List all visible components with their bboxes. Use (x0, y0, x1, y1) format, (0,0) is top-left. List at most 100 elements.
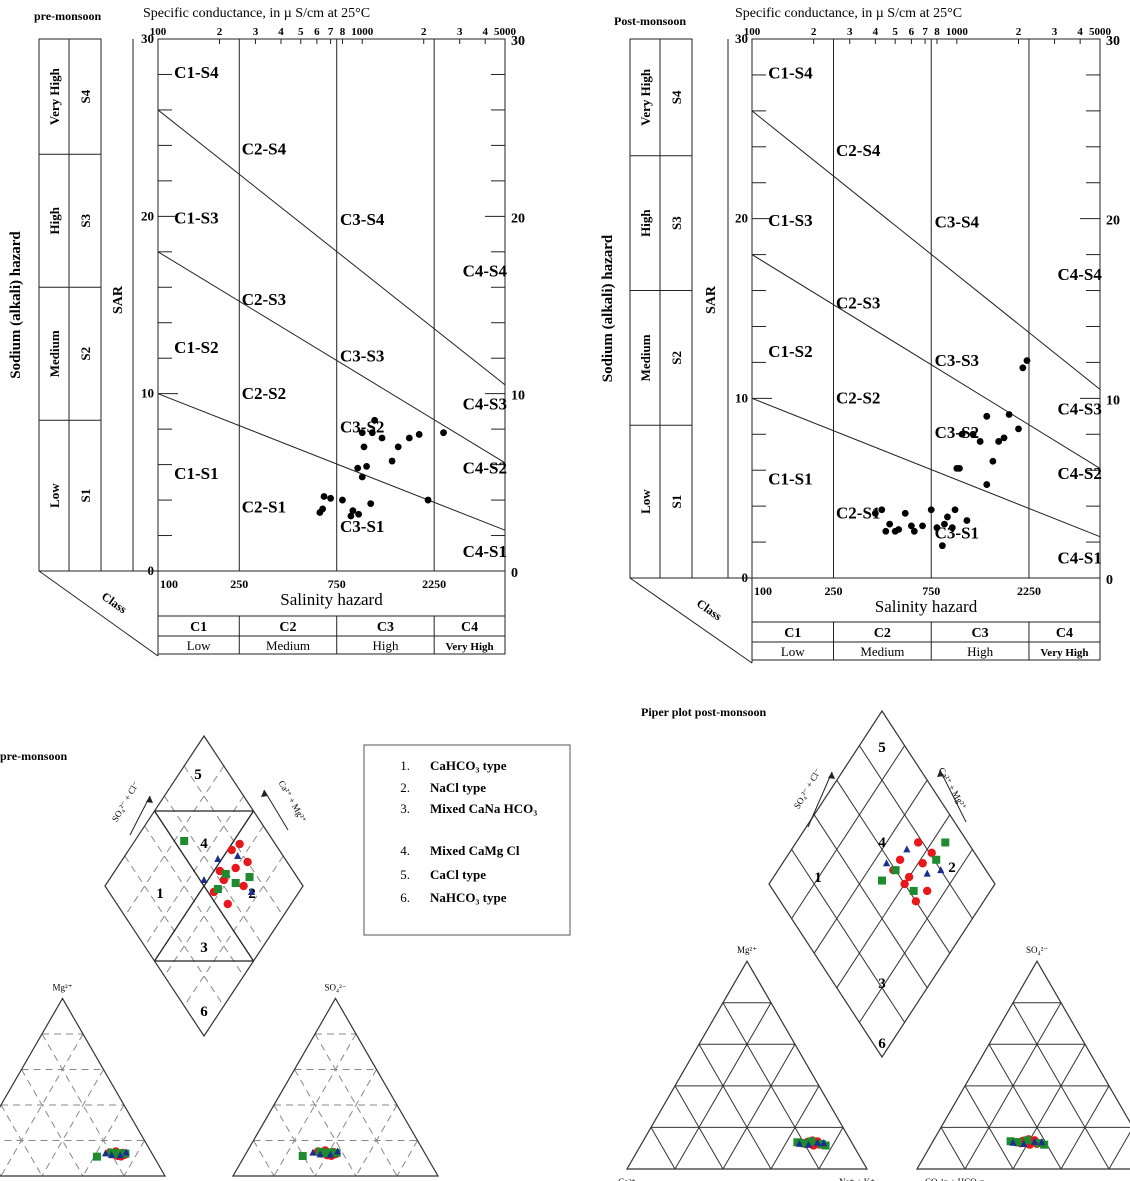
data-point (319, 505, 327, 513)
piper-title: Piper plot post-monsoon (641, 705, 766, 719)
salinity-level: Low (781, 644, 805, 659)
sample-point-red (904, 872, 914, 882)
sample-point-red (231, 863, 240, 873)
salinity-code: C1 (784, 626, 801, 641)
zone-label: C1-S4 (174, 63, 219, 82)
sample-point-green (909, 886, 918, 895)
season-label: pre-monsoon (34, 9, 101, 23)
sample-point-red (235, 839, 244, 849)
bottom-tick-label: 100 (754, 584, 772, 598)
sample-point-red (243, 857, 252, 867)
legend-number: 1. (400, 758, 410, 773)
axis-arrow (129, 795, 151, 836)
sodium-level-label: Medium (638, 334, 653, 381)
data-point (360, 443, 368, 451)
sodium-code-label: S4 (78, 89, 93, 103)
arrow-head (146, 796, 153, 803)
zone-number: 4 (878, 835, 886, 851)
class-label: Class (99, 589, 130, 616)
grid-line (940, 1127, 966, 1170)
sar-tick-label-right: 10 (511, 389, 525, 404)
sodium-code-label: S3 (669, 216, 684, 230)
hazard-line (157, 393, 506, 531)
sar-tick-label-right: 20 (511, 211, 525, 226)
grid-line (813, 779, 928, 954)
grid-line (650, 1127, 676, 1170)
sar-tick-label-right: 0 (511, 566, 518, 581)
sample-point-blue (795, 1139, 804, 1147)
piper-legend: 1. CaHCO₃ type 2. NaCl type 3. Mixed CaNa HCO… (363, 744, 571, 936)
zone-number: 1 (156, 886, 164, 902)
sample-point-blue (923, 869, 931, 877)
sample-point-blue (820, 1139, 828, 1147)
data-point (1005, 411, 1013, 418)
plot-frame (157, 38, 506, 572)
sample-point-green (320, 1149, 329, 1158)
diamond-axis-label-right: Ca²⁺ + Mg²⁺ (277, 779, 309, 825)
top-tick-label: 3 (847, 26, 853, 38)
sample-point-blue (813, 1138, 822, 1146)
data-point (339, 496, 346, 504)
anion-top-label: SO₄²⁻ (324, 982, 346, 992)
sample-point-blue (116, 1151, 124, 1159)
sar-tick-label-left: 30 (141, 31, 154, 46)
hazard-line (751, 110, 1101, 390)
sample-point-blue (804, 1140, 813, 1148)
hazard-line (157, 251, 506, 464)
sample-point-green (878, 876, 886, 885)
legend-box (363, 744, 571, 936)
sample-point-red (913, 838, 923, 847)
legend-text: NaHCO₃ type (430, 890, 507, 905)
sample-point-blue (1038, 1138, 1046, 1146)
sodium-level-label: Medium (47, 330, 62, 377)
plot-frame (751, 38, 1101, 579)
grid-line (836, 814, 951, 989)
data-point (983, 481, 991, 488)
zone-label: C3-S3 (340, 347, 384, 366)
data-point (347, 512, 355, 520)
sample-point-blue (333, 1147, 342, 1155)
triangle-outline (625, 959, 869, 1170)
grid-line (273, 1033, 357, 1177)
y-axis-label: Sodium (alkali) hazard (600, 234, 616, 382)
bottom-tick-label: 250 (825, 584, 843, 598)
sample-point-green (1023, 1136, 1032, 1145)
salinity-code: C4 (1056, 626, 1073, 641)
bottom-tick-label: 2250 (1017, 584, 1041, 598)
data-point (948, 524, 956, 532)
salinity-level: Very High (445, 641, 493, 653)
data-point (951, 506, 959, 514)
zone-number: 5 (194, 767, 202, 783)
top-tick-label: 3 (253, 26, 259, 38)
zone-label: C4-S4 (463, 262, 508, 281)
zone-label: C1-S1 (174, 464, 218, 483)
zone-label: C2-S1 (836, 504, 880, 523)
zone-label: C3-S4 (340, 210, 385, 229)
zone-number: 6 (200, 1004, 208, 1020)
zone-label: C2-S2 (242, 384, 286, 403)
data-point (405, 434, 413, 442)
grid-line (818, 1127, 844, 1170)
top-tick-label: 4 (278, 26, 284, 38)
sample-point-red (911, 897, 921, 906)
top-tick-label: 7 (328, 26, 334, 38)
grid-line (988, 1044, 1062, 1170)
zone-label: C4-S3 (463, 395, 507, 414)
zone-label: C3-S2 (935, 423, 979, 442)
zone-number: 3 (200, 940, 208, 956)
top-tick-label: 7 (922, 26, 928, 38)
salinity-level: Very High (1040, 647, 1088, 659)
data-point (976, 438, 984, 445)
top-axis-label: Specific conductance, in µ S/cm at 25°C (143, 6, 370, 21)
data-point (415, 431, 423, 438)
zone-label: C4-S2 (1057, 464, 1101, 483)
sodium-code-label: S1 (78, 489, 93, 503)
sodium-level-label: High (638, 209, 653, 237)
salinity-code: C2 (279, 620, 296, 635)
sample-point-green (1013, 1138, 1022, 1147)
grid-line (1012, 1002, 1110, 1170)
top-tick-label: 1000 (351, 26, 374, 38)
sample-point-red (923, 886, 932, 896)
salinity-code: C2 (874, 626, 891, 641)
data-point (907, 522, 915, 530)
